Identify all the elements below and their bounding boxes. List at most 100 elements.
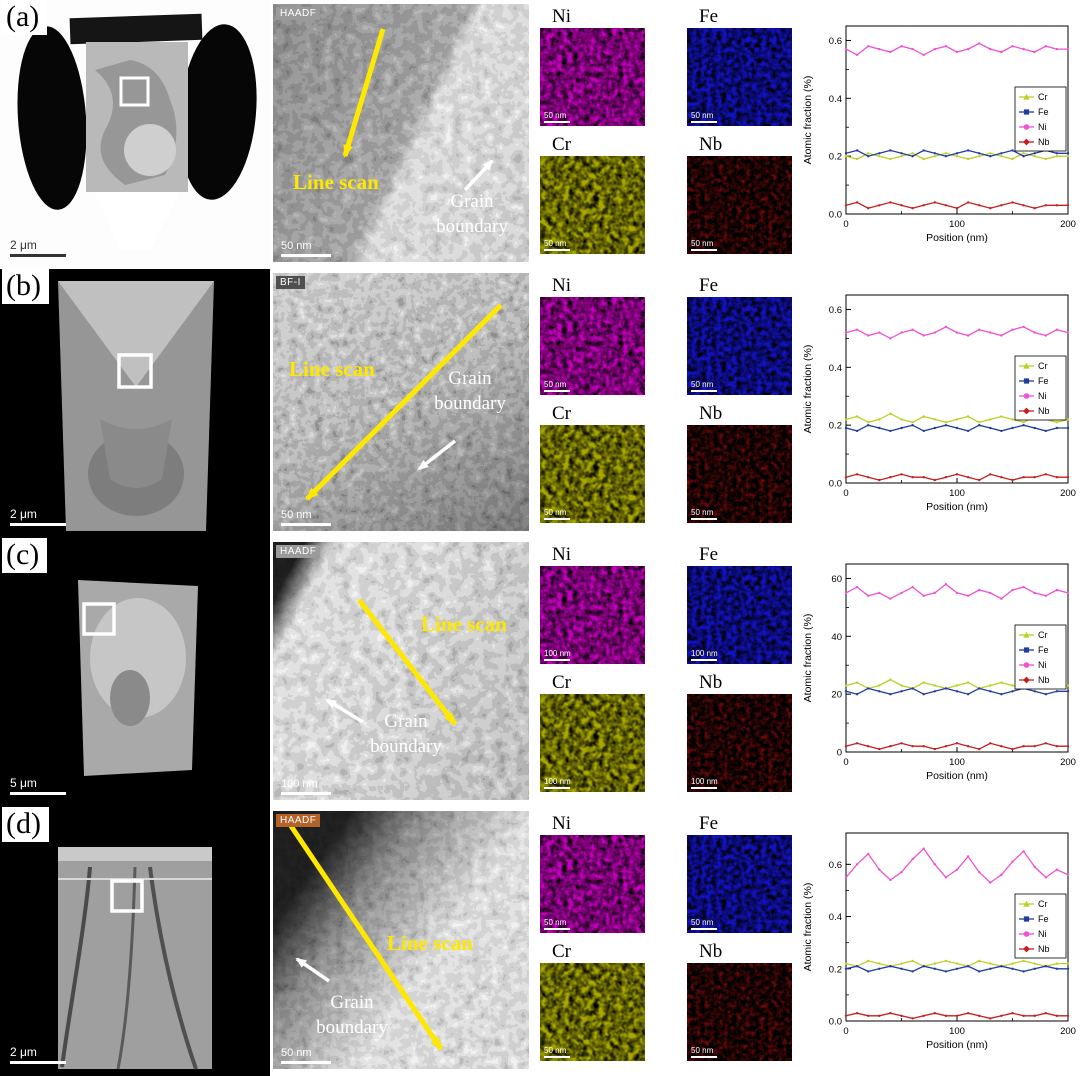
line-scan-chart-c: 0 20 40 60 0 100 200 Atomic fraction (%) Positio…	[800, 538, 1080, 807]
eds-map-cell: Ni 50 nm	[540, 275, 645, 395]
svg-text:Atomic fraction (%): Atomic fraction (%)	[802, 883, 814, 972]
haadf-column-c: HAADF Line scan Grain boundary 100 nm	[270, 538, 532, 807]
eds-map-cell: Ni 50 nm	[540, 6, 645, 126]
element-label: Ni	[552, 544, 571, 565]
line-scan-label: Line scan	[289, 357, 375, 381]
grain-boundary-label: Grain boundary	[436, 191, 508, 237]
tem-overview-c: (c) 5 μm	[0, 538, 270, 807]
svg-text:Position (nm): Position (nm)	[926, 770, 988, 782]
scale-bar: 100 nm	[544, 649, 571, 661]
bf-column-b: BF-I Line scan Grain boundary 50 nm	[270, 269, 532, 538]
grain-boundary-arrow	[295, 957, 330, 983]
scale-bar: 100 nm	[691, 649, 718, 661]
line-scan-arrow	[357, 598, 457, 726]
eds-map-nb: 100 nm	[687, 694, 792, 792]
svg-text:0.4: 0.4	[829, 912, 842, 923]
element-label: Nb	[699, 941, 723, 962]
svg-text:0.2: 0.2	[829, 152, 842, 163]
eds-maps-b: Ni 50 nm Fe 50 nm Cr 50 nm Nb 50 nm	[532, 269, 800, 538]
eds-map-cell: Nb 50 nm	[687, 403, 792, 523]
haadf-column-d: HAADF Line scan Grain boundary 50 nm	[270, 807, 532, 1076]
eds-map-fe: 50 nm	[687, 835, 792, 933]
svg-text:Nb: Nb	[1038, 675, 1050, 685]
svg-text:Fe: Fe	[1038, 107, 1049, 117]
eds-map-cell: Cr 50 nm	[540, 941, 645, 1061]
svg-text:0.6: 0.6	[829, 860, 842, 871]
grain-boundary-shading	[273, 811, 529, 1069]
svg-text:200: 200	[1060, 219, 1076, 230]
atomic-fraction-plot: 0.0 0.2 0.4 0.6 0 100 200 Atomic fraction (%) Po…	[802, 832, 1076, 1051]
eds-map-cell: Ni 100 nm	[540, 544, 645, 664]
svg-text:0.0: 0.0	[829, 210, 842, 221]
line-scan-arrow	[286, 821, 444, 1051]
grain-boundary-label: Grain boundary	[434, 368, 506, 414]
scale-bar: 50 nm	[544, 380, 570, 392]
figure-row-b: (b) 2 μm BF-I Line scan Grain boundary 5…	[0, 269, 1080, 538]
eds-map-nb: 50 nm	[687, 963, 792, 1061]
element-label: Cr	[552, 134, 571, 155]
eds-map-cr: 100 nm	[540, 694, 645, 792]
annotation-arrows	[286, 821, 444, 1051]
eds-map-cell: Fe 50 nm	[687, 6, 792, 126]
imaging-mode-tag: HAADF	[276, 7, 321, 20]
svg-text:Ni: Ni	[1038, 929, 1047, 939]
svg-text:Nb: Nb	[1038, 406, 1050, 416]
scale-bar: 50 nm	[544, 508, 570, 520]
line-scan-label: Line scan	[421, 612, 507, 636]
svg-text:Ni: Ni	[1038, 122, 1047, 132]
element-label: Nb	[699, 134, 723, 155]
eds-map-cell: Fe 50 nm	[687, 813, 792, 933]
eds-maps-c: Ni 100 nm Fe 100 nm Cr 100 nm Nb 10	[532, 538, 800, 807]
svg-text:0.6: 0.6	[829, 305, 842, 316]
panel-label-b: (b)	[2, 269, 49, 304]
grain-boundary-label: Grain boundary	[316, 992, 388, 1038]
roi-box	[117, 353, 153, 389]
svg-text:0.4: 0.4	[829, 94, 842, 105]
svg-text:100: 100	[949, 219, 965, 230]
eds-map-ni: 50 nm	[540, 297, 645, 395]
eds-map-cell: Fe 100 nm	[687, 544, 792, 664]
tem-lamella-image	[0, 269, 270, 538]
eds-map-cell: Ni 50 nm	[540, 813, 645, 933]
eds-map-ni: 50 nm	[540, 835, 645, 933]
element-label: Cr	[552, 941, 571, 962]
scale-bar: 50 nm	[544, 1046, 570, 1058]
tem-overview-d: (d) 2 μm	[0, 807, 270, 1076]
panel-label-c: (c)	[2, 538, 48, 573]
svg-text:0: 0	[837, 748, 842, 759]
annotation-arrows	[325, 598, 457, 726]
element-label: Fe	[699, 813, 718, 834]
eds-map-nb: 50 nm	[687, 425, 792, 523]
haadf-micrograph-d: HAADF Line scan Grain boundary 50 nm	[273, 811, 529, 1069]
svg-text:Fe: Fe	[1038, 645, 1049, 655]
svg-text:Nb: Nb	[1038, 944, 1050, 954]
svg-text:200: 200	[1060, 1026, 1076, 1037]
eds-map-cr: 50 nm	[540, 156, 645, 254]
eds-map-cr: 50 nm	[540, 963, 645, 1061]
scale-bar: 50 nm	[691, 918, 717, 930]
grain-boundary-arrow	[463, 159, 494, 192]
haadf-micrograph-a: HAADF Line scan Grain boundary 50 nm	[273, 4, 529, 262]
svg-text:Position (nm): Position (nm)	[926, 232, 988, 244]
element-label: Nb	[699, 403, 723, 424]
svg-text:Cr: Cr	[1038, 630, 1048, 640]
element-label: Cr	[552, 403, 571, 424]
scale-bar: 5 μm	[10, 776, 66, 795]
element-label: Ni	[552, 275, 571, 296]
haadf-column-a: HAADF Line scan Grain boundary 50 nm	[270, 0, 532, 269]
scale-bar: 50 nm	[281, 240, 331, 257]
grain-boundary-label: Grain boundary	[370, 711, 442, 757]
grain-boundary-shading	[273, 542, 529, 800]
eds-map-fe: 50 nm	[687, 28, 792, 126]
line-scan-arrow	[305, 303, 503, 501]
eds-maps-a: Ni 50 nm Fe 50 nm Cr 50 nm Nb 50 nm	[532, 0, 800, 269]
atomic-fraction-plot: 0 20 40 60 0 100 200 Atomic fraction (%) Positio…	[802, 563, 1076, 782]
scale-bar: 100 nm	[544, 777, 571, 789]
svg-text:100: 100	[949, 757, 965, 768]
svg-text:Nb: Nb	[1038, 137, 1050, 147]
eds-map-cell: Cr 100 nm	[540, 672, 645, 792]
element-label: Fe	[699, 6, 718, 27]
roi-box	[82, 602, 116, 636]
svg-text:Ni: Ni	[1038, 660, 1047, 670]
scale-bar: 50 nm	[544, 239, 570, 251]
